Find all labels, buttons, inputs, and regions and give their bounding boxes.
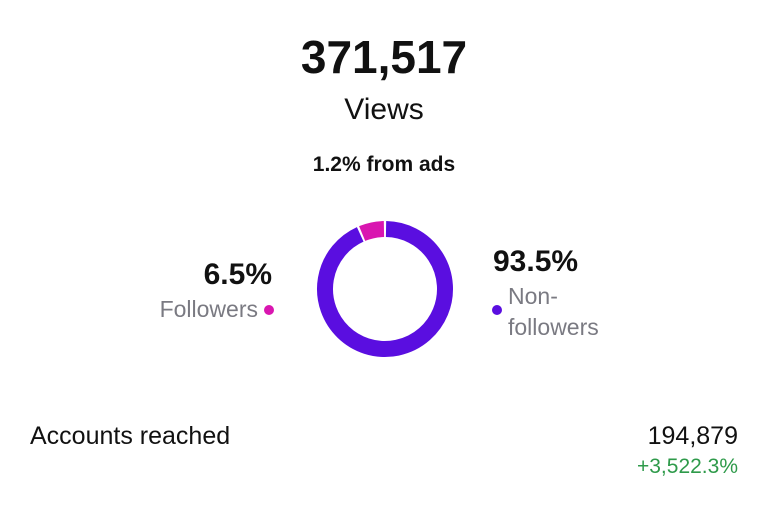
donut-segment [317, 221, 453, 357]
views-count: 371,517 [300, 31, 468, 83]
followers-label: Followers [159, 296, 258, 322]
non-followers-percent: 93.5% [493, 245, 579, 278]
accounts-reached-label: Accounts reached [30, 422, 231, 450]
views-label: Views [344, 93, 424, 126]
legend-dot [492, 305, 502, 315]
non-followers-label: Non-followers [508, 283, 599, 340]
accounts-reached-value: 194,879 [647, 422, 738, 450]
legend-dot [264, 305, 274, 315]
ads-note: 1.2% from ads [312, 153, 456, 176]
accounts-reached-change: +3,522.3% [636, 455, 738, 478]
donut-segment [359, 221, 385, 242]
followers-percent: 6.5% [203, 258, 272, 291]
